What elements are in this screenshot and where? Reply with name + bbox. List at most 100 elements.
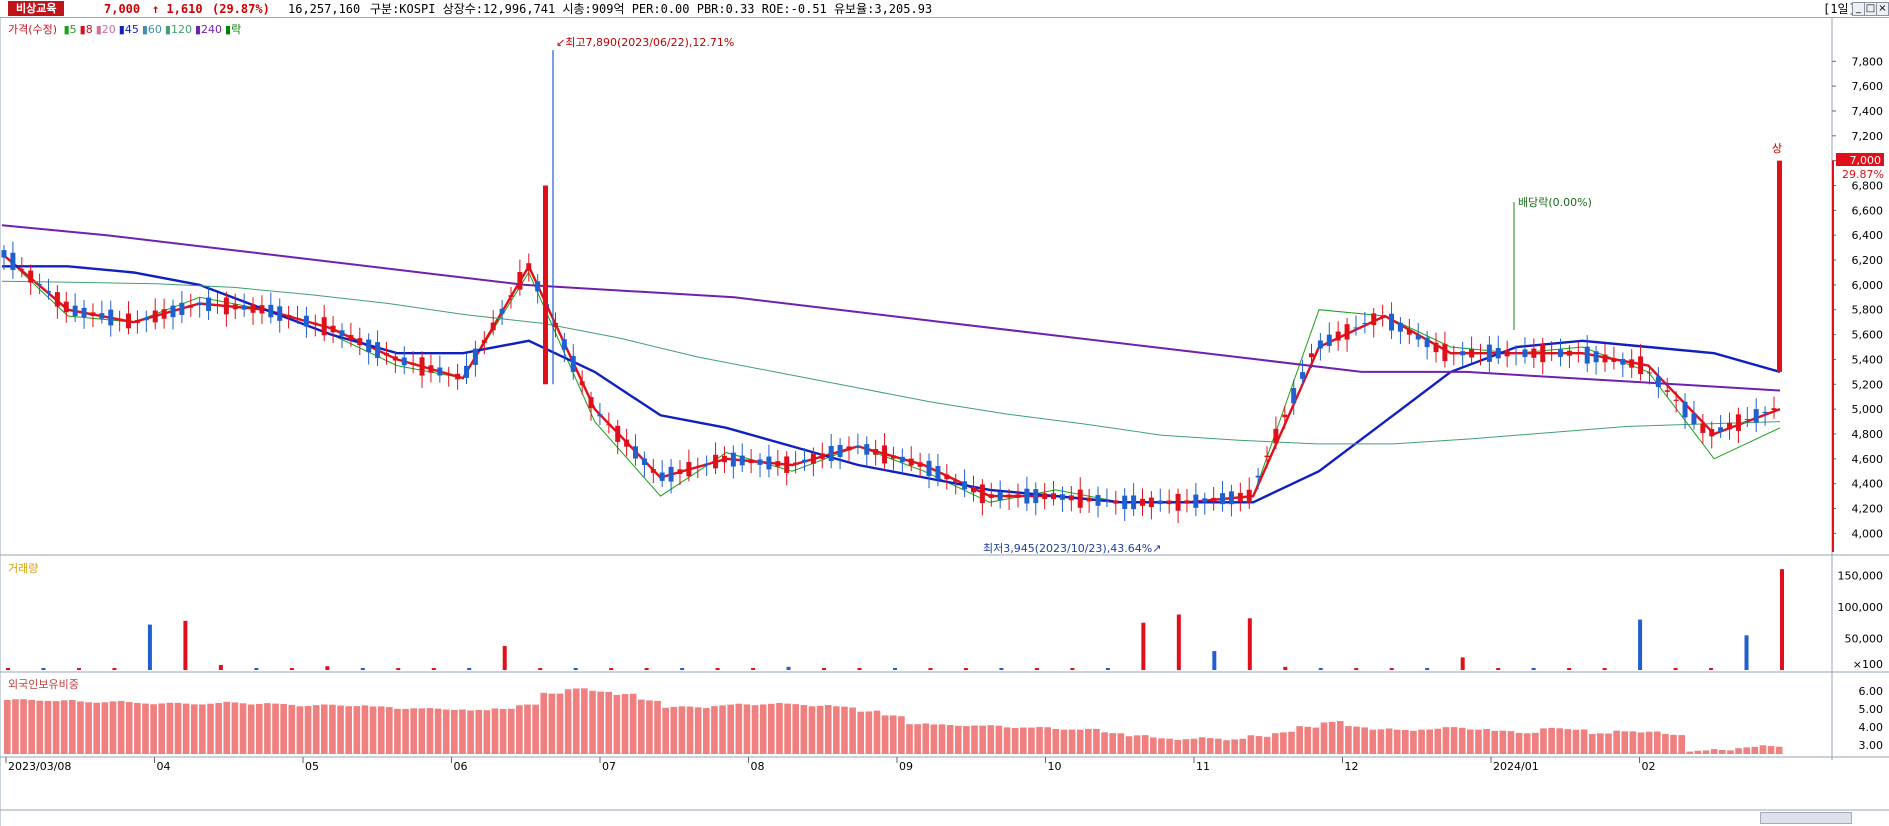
annotation-high: ↙최고7,890(2023/06/22),12.71% [556,36,734,49]
foreign-bar [1710,749,1718,754]
foreign-bar [768,703,775,754]
foreign-bar [1320,722,1328,754]
foreign-bar [889,715,897,754]
foreign-bar [694,707,702,754]
volume-bar [1034,668,1039,670]
volume-bar [360,668,365,670]
volume-bar [431,668,436,670]
candle-body [1042,493,1048,499]
title-bar: 비상교육 7,000 ↑ 1,610 (29.87%) 16,257,160 구… [0,0,1889,18]
candle-high-body [543,185,548,385]
candle-body [828,446,834,462]
price-change: ↑ 1,610 [152,2,203,16]
candle-body [730,452,736,467]
maximize-button[interactable]: □ [1864,2,1877,16]
volume-bar [1531,668,1536,670]
foreign-bar [629,693,637,754]
date-tick-label-9: 12 [1345,760,1359,773]
foreign-bar [1174,740,1182,754]
candle-body [1255,475,1261,478]
candle-body [223,297,229,315]
candle-body [28,270,34,283]
candle-body [508,295,514,297]
price-tick-label-6: 5,200 [1852,378,1884,391]
ma-legend: 가격(수정) ▮5 ▮8 ▮20 ▮45 ▮60 ▮120 ▮240 ▮락 [8,21,247,37]
foreign-bar [199,704,206,754]
foreign-bar [442,709,450,754]
candle-body [197,302,203,306]
foreign-bar [1523,733,1531,754]
volume-bar [218,664,223,670]
foreign-bar [426,708,434,754]
candle-body [1433,342,1439,353]
volume-tick-label-3: ×100 [1853,658,1883,671]
candle-body [1326,334,1332,346]
volume-bar [1070,668,1075,670]
foreign-bar [1718,749,1726,754]
volume-bar [1247,618,1252,670]
foreign-bar [1068,729,1076,754]
candle-body [757,459,763,465]
foreign-bar [1727,750,1734,754]
candle-body [873,449,879,455]
foreign-bar [816,705,824,754]
foreign-bar [117,700,125,754]
foreign-bar [1133,735,1141,754]
candle-body [864,444,870,455]
volume-bar [1496,668,1501,670]
foreign-bar [377,706,385,754]
legend-ma-1: ▮8 [79,23,93,36]
foreign-tick-label-3: 3.00 [1859,739,1884,752]
volume-bar [1567,668,1572,670]
candle-body [704,463,710,465]
legend-ma-5: ▮120 [164,23,192,36]
foreign-bar [418,708,426,754]
foreign-bar [670,706,678,754]
foreign-bar [1686,751,1694,754]
foreign-bar [1393,729,1401,754]
candle-body [633,446,639,459]
horizontal-scrollbar[interactable] [1760,812,1852,824]
candle-body [890,455,896,459]
foreign-bar [1458,727,1466,754]
candle-body [1646,372,1652,374]
foreign-bar [125,702,133,754]
foreign-bar [1141,735,1149,754]
candle-body [490,322,496,331]
candle-body [1415,335,1421,340]
foreign-bar [702,708,710,754]
volume-bar [6,668,10,670]
price-tick-label-1: 4,200 [1852,503,1884,516]
candle-body [1709,429,1715,437]
volume-panel-title: 거래량 [8,562,39,575]
candle-body [428,365,434,373]
stock-name[interactable]: 비상교육 [8,1,65,16]
candle-body [383,353,389,356]
legend-ma-6: ▮240 [194,23,223,36]
volume-bar [1602,668,1607,670]
candle-body [561,339,567,350]
candle-body [1593,351,1599,363]
trade-volume: 16,257,160 [288,2,361,16]
volume-bar [1673,668,1678,670]
volume-bar [928,668,933,670]
foreign-bar [1759,745,1767,754]
foreign-bar [1060,729,1068,754]
volume-bar [893,668,897,670]
foreign-bar [792,704,800,754]
foreign-bar [654,700,661,754]
candle-body [1762,411,1768,414]
foreign-bar [776,702,783,754]
candle-body [855,445,861,448]
candle-body [1157,500,1163,505]
candle-body [1024,488,1030,504]
candle-body [1237,492,1243,502]
foreign-bar [1556,728,1564,754]
volume-bar [396,668,401,670]
candle-body [81,307,87,318]
foreign-bar [987,725,995,754]
period-selector[interactable]: [1일] [1823,2,1856,16]
foreign-bar [532,704,539,754]
candle-body [214,304,220,306]
